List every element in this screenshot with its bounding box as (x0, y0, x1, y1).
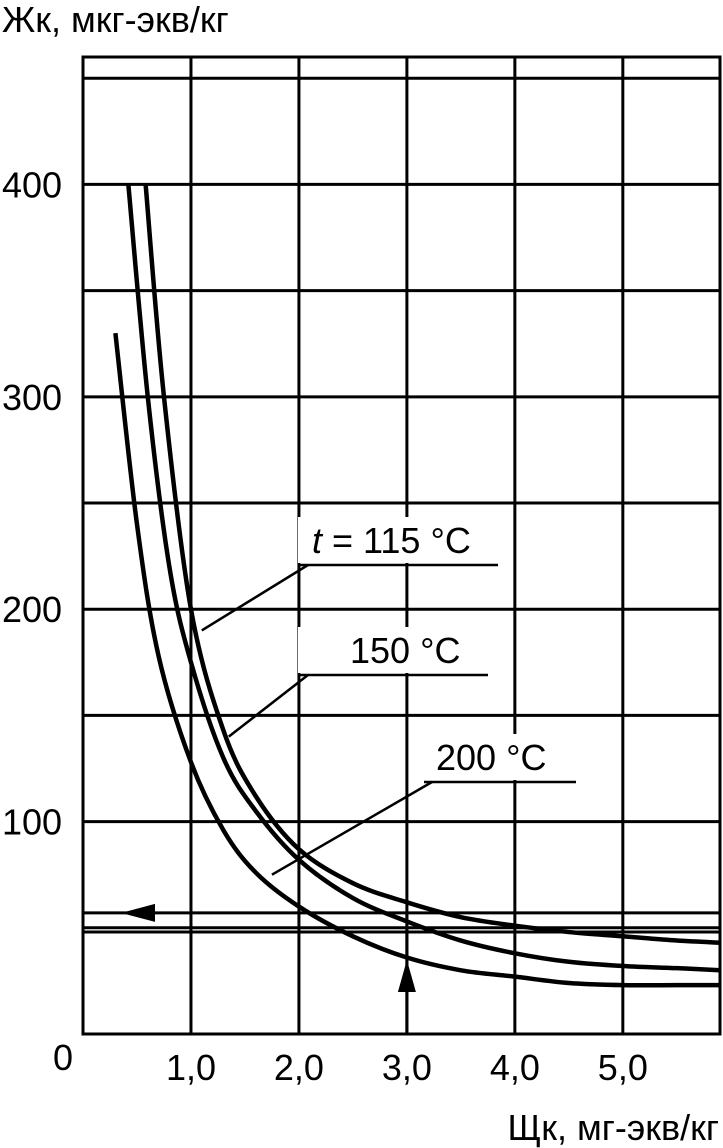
plot-frame (81, 55, 722, 1036)
arrow-left-icon (121, 903, 155, 922)
annotation-leaders (201, 563, 576, 876)
x-tick-label: 4,0 (490, 1047, 540, 1088)
series-label: 200 °C (436, 737, 546, 778)
annotation-background (298, 517, 500, 563)
series-line-3 (113, 332, 720, 988)
annotation-leader (271, 780, 433, 876)
y-tick-label: 200 (2, 589, 62, 630)
series-label: 150 °C (350, 630, 460, 671)
reference-lines (83, 903, 720, 1034)
annotation-background (422, 734, 578, 780)
y-tick-label: 400 (2, 164, 62, 205)
annotation-background (298, 627, 490, 673)
annotation-leader (201, 563, 309, 632)
series-line-2 (126, 184, 721, 973)
x-tick-label: 3,0 (382, 1047, 432, 1088)
x-tick-label: 2,0 (274, 1047, 324, 1088)
x-axis-title: Щк, мг-экв/кг (508, 1107, 720, 1148)
y-axis-title: Жк, мкг-экв/кг (2, 0, 229, 40)
annotation-leader (227, 674, 309, 738)
origin-label: 0 (53, 1037, 73, 1078)
series-label: t = 115 °C (312, 520, 471, 561)
curves (113, 184, 721, 988)
series-line-1 (143, 184, 721, 945)
grid (81, 55, 722, 1036)
arrow-up-icon (397, 960, 416, 992)
x-tick-label: 1,0 (166, 1047, 216, 1088)
x-tick-label: 5,0 (598, 1047, 648, 1088)
y-tick-label: 100 (2, 802, 62, 843)
y-tick-label: 300 (2, 377, 62, 418)
